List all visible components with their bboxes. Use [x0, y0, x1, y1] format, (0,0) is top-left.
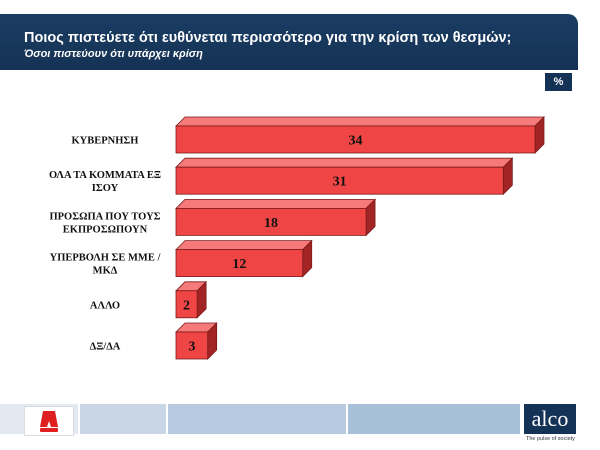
bar	[175, 166, 504, 195]
bar-top-face	[175, 240, 313, 251]
data-label: 2	[183, 298, 190, 313]
bar-chart: 34 ΚΥΒΕΡΝΗΣΗ 31 ΟΛΑ ΤΑ ΚΟΜΜΑΤΑ ΕΞ ΙΣΟΥ 18 ΠΡΟΣ…	[49, 116, 545, 360]
alco-tagline: The pulse of society	[526, 436, 575, 442]
category-label: ΠΡΟΣΩΠΑ ΠΟΥ ΤΟΥΣ ΕΚΠΡΟΣΩΠΟΥΝ	[49, 211, 160, 235]
footer-bar	[0, 404, 600, 438]
chart-title: Ποιος πιστεύετε ότι ευθύνεται περισσότερ…	[24, 30, 512, 46]
bar	[175, 207, 367, 236]
bar-top-face	[175, 157, 514, 168]
category-label: ΚΥΒΕΡΝΗΣΗ	[72, 136, 139, 147]
bar-top-face	[175, 116, 545, 127]
data-label: 18	[264, 216, 278, 231]
footer-segment	[348, 404, 520, 434]
category-label: ΔΞ/ΔΑ	[90, 342, 121, 353]
bar	[175, 249, 304, 278]
alco-logo: alco	[524, 404, 576, 434]
title-banner	[0, 14, 578, 70]
alpha-channel-logo-icon	[24, 406, 74, 436]
footer-segment	[80, 404, 166, 434]
bar-top-face	[175, 198, 377, 209]
footer-segment	[168, 404, 346, 434]
unit-badge: %	[545, 73, 572, 91]
chart-subtitle: Όσοι πιστεύουν ότι υπάρχει κρίση	[24, 48, 203, 60]
category-label: ΥΠΕΡΒΟΛΗ ΣΕ ΜΜΕ / ΜΚΔ	[50, 253, 162, 277]
category-label: ΑΛΛΟ	[90, 300, 120, 311]
bar	[175, 331, 209, 360]
data-label: 34	[349, 134, 363, 149]
data-label: 31	[333, 175, 347, 190]
data-label: 12	[232, 257, 246, 272]
category-label: ΟΛΑ ΤΑ ΚΟΜΜΑΤΑ ΕΞ ΙΣΟΥ	[49, 170, 161, 194]
data-label: 3	[188, 340, 195, 355]
bar	[175, 125, 536, 154]
bar	[175, 290, 198, 319]
